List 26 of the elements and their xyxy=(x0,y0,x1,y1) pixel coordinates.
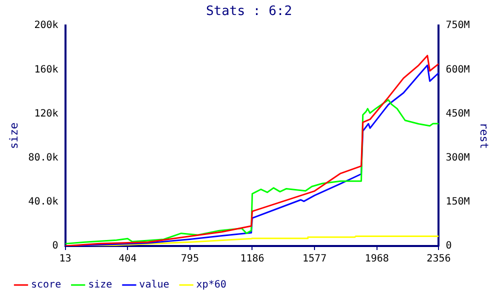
x-tick-label: 1186 xyxy=(240,254,264,265)
chart-title: Stats : 6:2 xyxy=(206,4,292,20)
y-tick-label: 40.0k xyxy=(28,196,58,208)
y2-axis-title: rest xyxy=(478,122,491,150)
x-tick-label: 2356 xyxy=(426,254,451,265)
x-tick-label: 795 xyxy=(180,254,199,265)
x-tick-label: 1968 xyxy=(364,254,389,265)
y2-tick-label: 150M xyxy=(446,196,470,208)
x-tick-label: 13 xyxy=(59,254,72,265)
y-tick-label: 80.0k xyxy=(28,152,58,164)
x-tick-label: 404 xyxy=(118,254,137,265)
y-axis-title: size xyxy=(7,122,20,150)
y-tick-label: 200k xyxy=(34,20,58,32)
y2-tick-label: 450M xyxy=(446,108,470,120)
y2-tick-label: 300M xyxy=(446,152,470,164)
legend-label: score xyxy=(31,280,62,291)
y2-tick-label: 750M xyxy=(446,20,470,32)
legend-label: value xyxy=(139,280,170,291)
y-tick-label: 120k xyxy=(34,108,58,120)
legend-label: xp*60 xyxy=(196,280,226,291)
y2-tick-label: 0 xyxy=(446,240,452,252)
y2-tick-label: 600M xyxy=(446,64,470,76)
x-tick-label: 1577 xyxy=(302,254,327,265)
y-tick-label: 160k xyxy=(34,64,58,76)
legend-label: size xyxy=(88,280,112,291)
y-tick-label: 0 xyxy=(52,240,58,252)
